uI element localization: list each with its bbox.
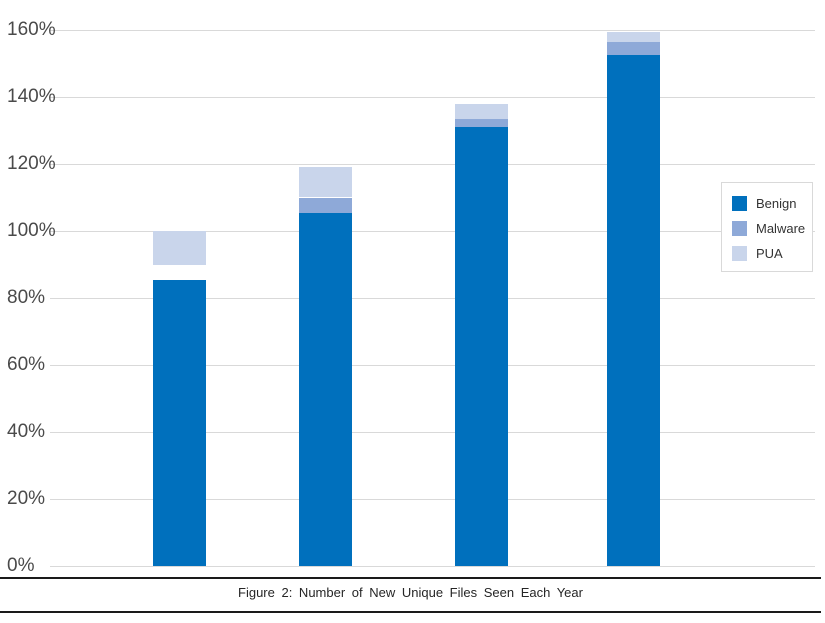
bar-2-segment-benign — [299, 213, 352, 566]
gridline — [50, 97, 815, 98]
legend-label: PUA — [756, 246, 783, 261]
legend-swatch-benign-icon — [732, 196, 747, 211]
y-axis-tick-label: 100% — [7, 220, 56, 241]
y-axis-tick-label: 20% — [7, 488, 46, 509]
bar-3-segment-pua — [455, 104, 508, 119]
gridline — [50, 499, 815, 500]
legend-item: Benign — [732, 191, 812, 216]
y-axis-tick-label: 160% — [7, 19, 56, 40]
legend-item: PUA — [732, 241, 812, 266]
stacked-bar-chart: 160% 140% 120% 100% 80% 60% 40% 20% 0% — [7, 19, 815, 576]
legend: Benign Malware PUA — [721, 182, 813, 272]
bar-3-segment-malware — [455, 119, 508, 127]
y-axis-tick-label: 140% — [7, 86, 56, 107]
bar-4-segment-malware — [607, 42, 660, 55]
legend-swatch-pua-icon — [732, 246, 747, 261]
bar-2-segment-malware — [299, 198, 352, 213]
bar-2-segment-pua — [299, 167, 352, 197]
gridline — [50, 231, 815, 232]
y-axis-tick-label: 80% — [7, 287, 46, 308]
y-axis-tick-label: 120% — [7, 153, 56, 174]
gridline — [50, 365, 815, 366]
gridline — [50, 298, 815, 299]
y-axis-tick-label: 0% — [7, 555, 35, 576]
bar-1-segment-benign — [153, 280, 206, 566]
bar-4-segment-pua — [607, 32, 660, 42]
legend-item: Malware — [732, 216, 812, 241]
gridline — [50, 566, 815, 567]
gridline — [50, 164, 815, 165]
bar-4-segment-benign — [607, 55, 660, 566]
legend-label: Malware — [756, 221, 806, 236]
caption-rule-bottom — [0, 611, 821, 613]
bar-3-segment-benign — [455, 127, 508, 566]
bar-1-segment-pua — [153, 231, 206, 265]
y-axis-tick-label: 40% — [7, 421, 46, 442]
caption-rule-top — [0, 577, 821, 579]
legend-swatch-malware-icon — [732, 221, 747, 236]
bar-1-segment-malware — [153, 265, 206, 280]
legend-label: Benign — [756, 196, 797, 211]
y-axis-tick-label: 60% — [7, 354, 46, 375]
figure-caption: Figure 2: Number of New Unique Files See… — [238, 585, 583, 600]
gridline — [50, 30, 815, 31]
gridline — [50, 432, 815, 433]
